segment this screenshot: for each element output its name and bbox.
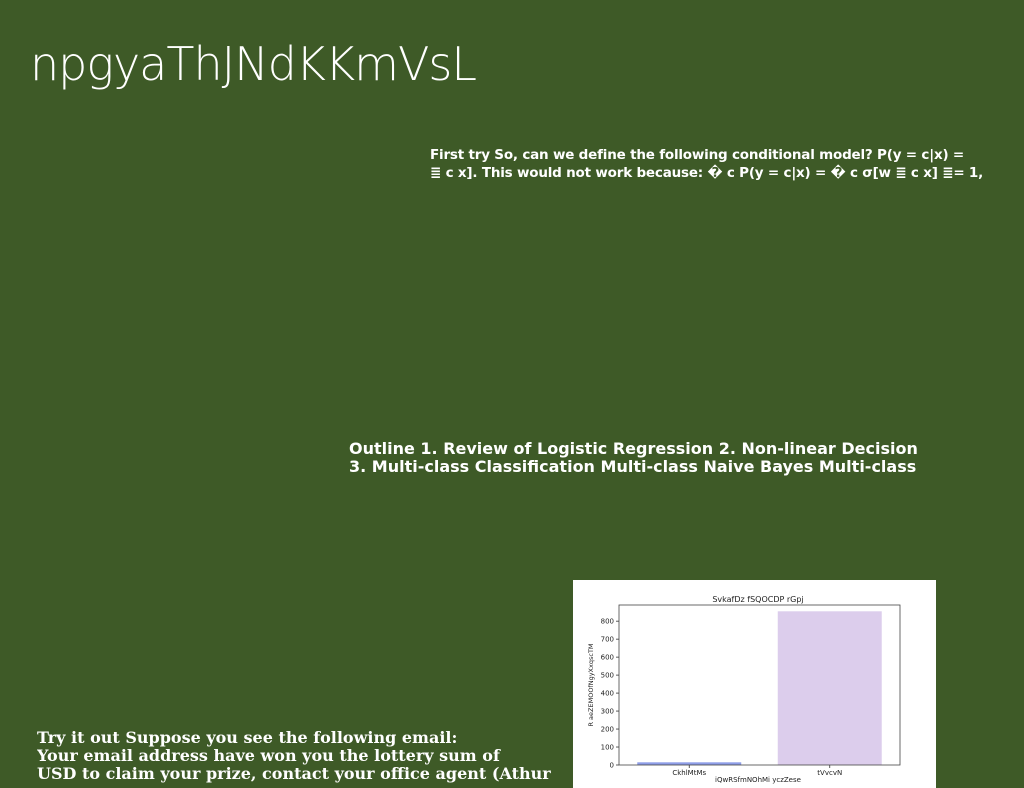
y-tick-label: 0 [610, 762, 614, 770]
email-example-line-3: USD to claim your prize, contact your of… [37, 764, 551, 783]
y-tick-label: 300 [601, 708, 614, 716]
email-example-text: Try it out Suppose you see the following… [37, 729, 557, 783]
slide-title: npgyaThJNdKKmVsL [30, 37, 477, 91]
outline-text: Outline 1. Review of Logistic Regression… [349, 440, 1019, 476]
plot-frame [618, 604, 901, 766]
chart-title: SvkafDz fSQOCDP rGpj [712, 595, 803, 604]
y-tick-label: 400 [601, 690, 614, 698]
y-tick-label: 600 [601, 654, 614, 662]
chart-x-axis-label: iQwRSfmNOhMi yczZese [715, 776, 801, 784]
conditional-model-line-2: ≣ c x]. This would not work because: � c… [430, 165, 984, 181]
y-tick-label: 200 [601, 726, 614, 734]
bar-chart-svg: SvkafDz fSQOCDP rGpj iQwRSfmNOhMi yczZes… [587, 595, 901, 784]
conditional-model-line-1: First try So, can we define the followin… [430, 147, 965, 163]
x-tick-label: tVvcvN [817, 769, 842, 777]
bar [777, 611, 882, 765]
outline-line-1: Outline 1. Review of Logistic Regression… [349, 440, 918, 458]
bar-chart: SvkafDz fSQOCDP rGpj iQwRSfmNOhMi yczZes… [573, 580, 936, 788]
chart-y-axis-label: R aeZEMOOfNgyXxqscTM [587, 643, 595, 726]
conditional-model-text: First try So, can we define the followin… [430, 146, 1024, 182]
email-example-line-1: Try it out Suppose you see the following… [37, 729, 458, 747]
y-tick-label: 800 [601, 618, 614, 626]
email-example-line-2: Your email address have won you the lott… [37, 746, 500, 765]
y-tick-label: 100 [601, 744, 614, 752]
bar [637, 762, 742, 765]
y-tick-label: 500 [601, 672, 614, 680]
y-tick-label: 700 [601, 636, 614, 644]
outline-line-2: 3. Multi-class Classification Multi-clas… [349, 457, 917, 476]
x-tick-label: CkhlMtMs [672, 769, 706, 777]
